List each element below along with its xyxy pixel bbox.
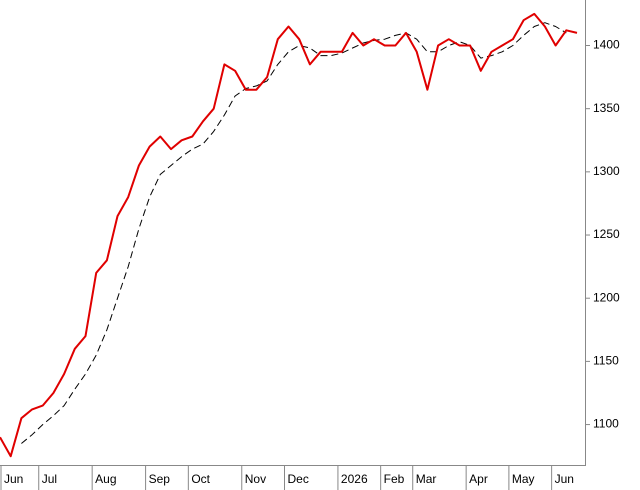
- y-tick-label: 1100: [593, 417, 619, 431]
- y-tick-label: 1350: [593, 101, 620, 115]
- y-tick-label: 1400: [593, 38, 620, 52]
- y-tick-label: 1300: [593, 164, 620, 178]
- series-line: [21, 22, 567, 444]
- x-tick-label: Jun: [555, 472, 574, 486]
- series-line: [0, 12, 578, 458]
- x-tick-label: Apr: [469, 472, 488, 486]
- x-tick-label: Mar: [416, 472, 437, 486]
- x-tick-label: Aug: [95, 472, 116, 486]
- x-tick-label: Sep: [149, 472, 171, 486]
- y-tick-label: 1200: [593, 290, 620, 304]
- x-tick-label: Nov: [245, 472, 266, 486]
- x-tick-label: May: [512, 472, 535, 486]
- y-tick-label: 1150: [593, 354, 619, 368]
- x-tick-label: Dec: [288, 472, 309, 486]
- x-tick-label: Feb: [384, 472, 405, 486]
- x-tick-label: 2026: [341, 472, 368, 486]
- x-tick-label: Oct: [191, 472, 210, 486]
- y-tick-label: 1250: [593, 227, 620, 241]
- x-tick-label: Jun: [4, 472, 23, 486]
- x-tick-label: Jul: [42, 472, 57, 486]
